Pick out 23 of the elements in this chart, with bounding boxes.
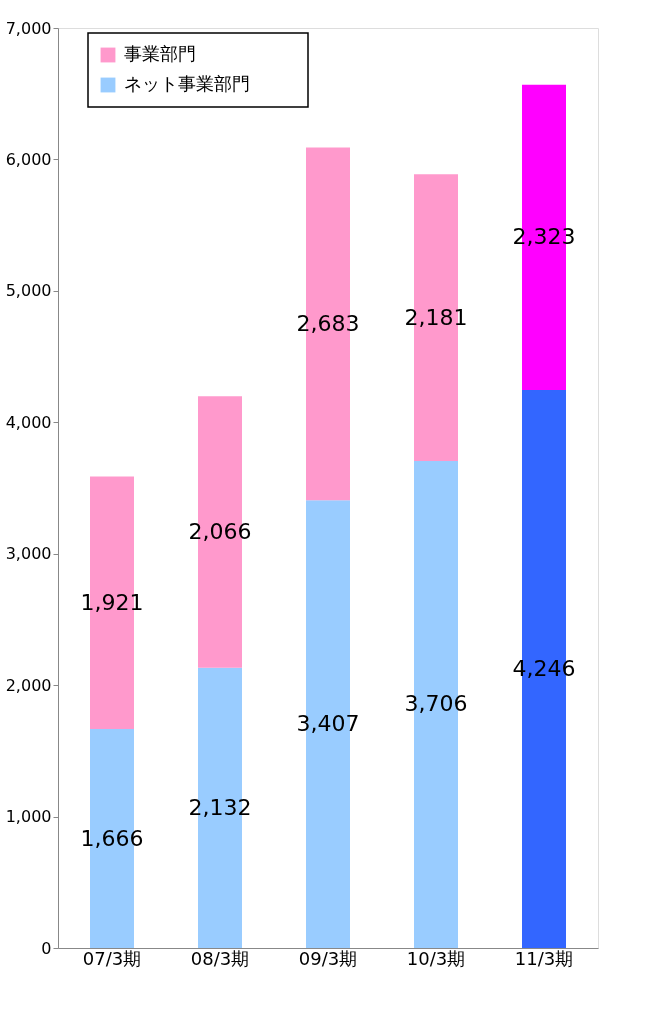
data-label: 2,683 [296,310,360,336]
x-tick-label: 11/3期 [514,947,574,969]
y-tick-label: 4,000 [5,412,52,432]
y-tick-label: 1,000 [5,807,52,827]
legend-label: 事業部門 [124,43,196,64]
y-tick-label: 3,000 [5,544,52,564]
y-tick-label: 7,000 [5,18,52,38]
data-label: 2,066 [188,519,252,545]
x-tick-label: 09/3期 [298,947,358,969]
y-tick-label: 0 [41,938,52,958]
y-tick-label: 2,000 [5,675,52,695]
x-tick-label: 10/3期 [406,947,466,969]
x-tick-label: 07/3期 [82,947,142,969]
data-label: 1,666 [80,825,144,851]
data-label: 2,181 [404,304,468,330]
legend-label: ネット事業部門 [124,73,250,94]
y-tick-label: 6,000 [5,149,52,169]
x-tick-label: 08/3期 [190,947,250,969]
y-tick-label: 5,000 [5,281,52,301]
data-label: 2,132 [188,794,252,820]
data-label: 1,921 [80,589,144,615]
data-label: 3,407 [296,711,360,737]
data-label: 3,706 [404,691,468,717]
